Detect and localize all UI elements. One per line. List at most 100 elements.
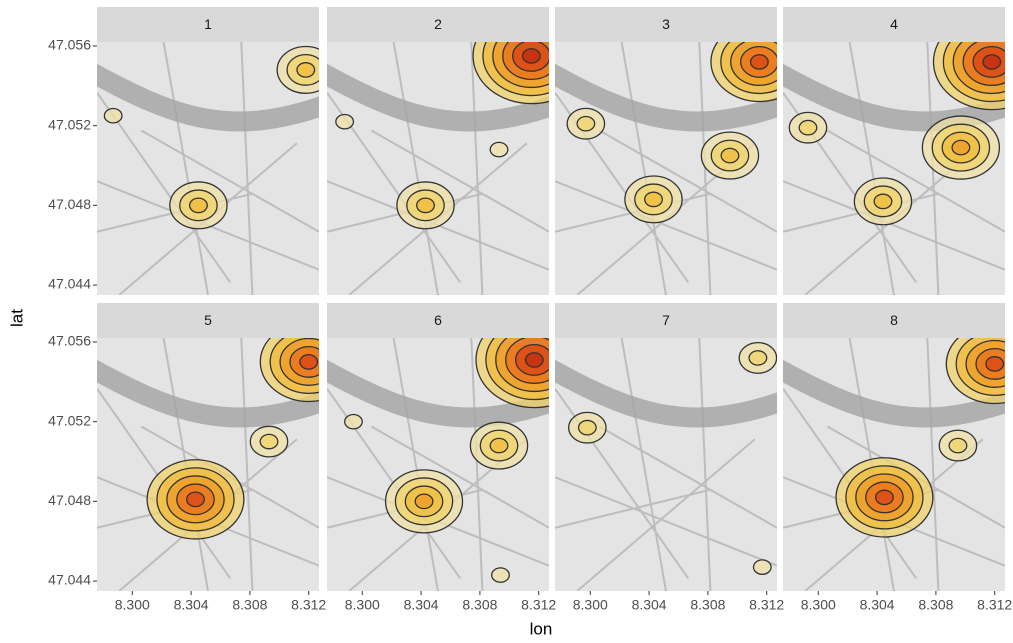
density-contour (296, 62, 316, 78)
density-contour (749, 54, 769, 70)
density-contour (720, 147, 740, 164)
facet-strip (555, 7, 777, 42)
facet-panel (327, 42, 549, 295)
x-tick-label: 8.308 (462, 597, 497, 613)
x-tick-label: 8.300 (345, 597, 380, 613)
map-river (783, 359, 1005, 428)
map-street (620, 338, 667, 591)
density-contour (576, 115, 596, 132)
map-street (826, 129, 1005, 233)
map-river (783, 63, 1005, 132)
density-contour (416, 197, 435, 214)
map-street (698, 338, 712, 591)
y-tick-label: 47.044 (48, 276, 91, 292)
density-contour (748, 350, 768, 366)
x-tick-label: 8.304 (860, 597, 895, 613)
facet-label: 7 (662, 312, 670, 328)
density-contour (489, 437, 509, 454)
map-street (598, 425, 777, 529)
map-street (598, 129, 777, 233)
facet-panel (783, 338, 1005, 591)
x-tick-label: 8.300 (573, 597, 608, 613)
density-contour (985, 356, 1005, 372)
facet-label: 6 (434, 312, 442, 328)
density-contour (489, 141, 509, 158)
density-contour (798, 119, 818, 136)
map-street (555, 488, 711, 529)
facet-panel (97, 42, 319, 295)
facet-label: 4 (890, 16, 898, 32)
density-contour (948, 437, 968, 454)
x-tick-label: 8.312 (291, 597, 326, 613)
density-contour (873, 193, 893, 210)
x-axis-title: lon (530, 619, 553, 638)
map-street (97, 92, 232, 283)
density-contour (951, 139, 971, 156)
map-street (370, 425, 549, 529)
y-tick-label: 47.052 (48, 116, 91, 132)
facet-strip (783, 303, 1005, 338)
x-tick-label: 8.300 (801, 597, 836, 613)
map-river (555, 359, 777, 428)
density-contour (521, 48, 541, 64)
x-tick-label: 8.304 (632, 597, 667, 613)
facet-strip (555, 303, 777, 338)
map-river (555, 63, 777, 132)
density-contour (982, 54, 1002, 70)
map-street (848, 42, 895, 295)
density-contour (874, 489, 894, 506)
density-contour (188, 197, 208, 214)
x-tick-label: 8.308 (690, 597, 725, 613)
y-axis-title: lat (7, 309, 26, 327)
facet-panel (327, 338, 549, 591)
facet-strip (327, 7, 549, 42)
density-contour (103, 107, 123, 124)
density-contour (752, 559, 772, 575)
map-street (392, 42, 439, 295)
y-tick-label: 47.052 (48, 412, 91, 428)
facet-panel (97, 338, 319, 591)
density-contour (644, 191, 663, 208)
map-street (240, 338, 254, 591)
y-tick-label: 47.044 (48, 572, 91, 588)
x-tick-label: 8.304 (174, 597, 209, 613)
density-contour (344, 413, 363, 430)
facet-label: 1 (204, 16, 212, 32)
facet-label: 8 (890, 312, 898, 328)
map-street (926, 338, 940, 591)
y-tick-label: 47.048 (48, 492, 91, 508)
x-tick-label: 8.312 (521, 597, 556, 613)
x-tick-label: 8.304 (404, 597, 439, 613)
map-street (555, 180, 777, 271)
facet-strip (97, 7, 319, 42)
map-street (783, 180, 1005, 271)
density-contour (335, 113, 355, 130)
x-tick-label: 8.308 (232, 597, 267, 613)
map-river (97, 63, 319, 132)
x-tick-label: 8.300 (115, 597, 150, 613)
density-contour (414, 493, 434, 510)
map-street (470, 338, 484, 591)
facet-label: 3 (662, 16, 670, 32)
facet-panel (783, 42, 1005, 295)
map-street (576, 438, 756, 591)
y-tick-label: 47.048 (48, 196, 91, 212)
facet-panel (555, 338, 777, 591)
facet-label: 2 (434, 16, 442, 32)
facet-panel (555, 42, 777, 295)
density-contour (577, 419, 597, 436)
map-river (327, 359, 549, 428)
facet-strip (327, 303, 549, 338)
map-street (140, 129, 319, 233)
map-street (470, 42, 484, 295)
density-contour (186, 491, 205, 508)
map-street (698, 42, 712, 295)
density-contour (491, 567, 510, 583)
map-street (392, 338, 439, 591)
x-tick-label: 8.308 (918, 597, 953, 613)
x-tick-label: 8.312 (977, 597, 1012, 613)
y-tick-label: 47.056 (48, 37, 91, 53)
map-street (620, 42, 667, 295)
